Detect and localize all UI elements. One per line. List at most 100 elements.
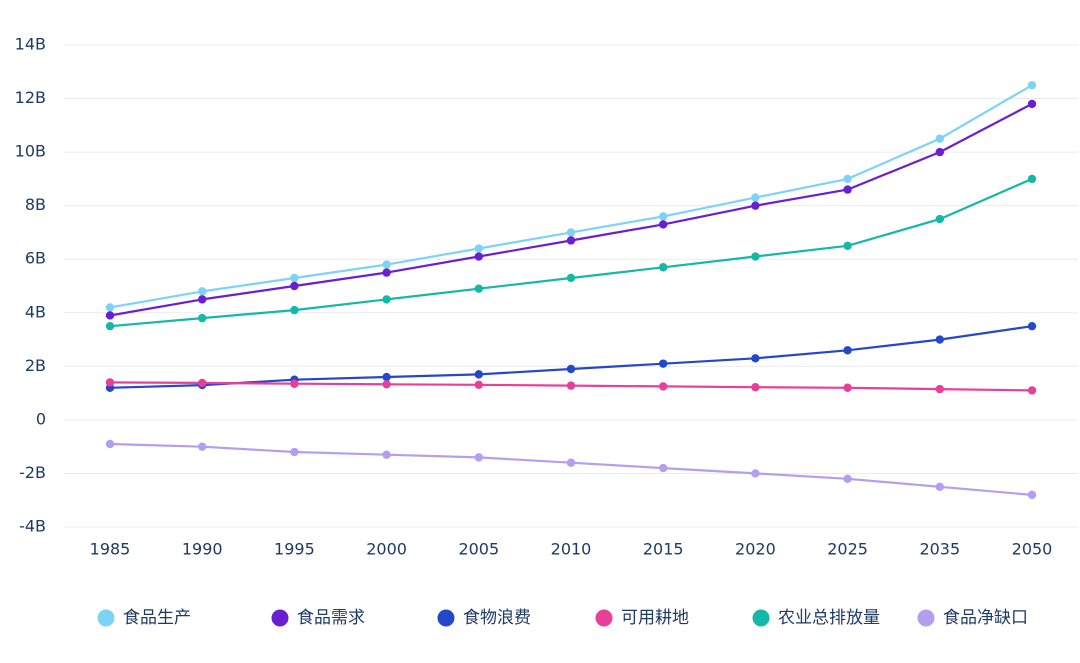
legend-item[interactable]: 食品净缺口 (917, 608, 1029, 628)
series (105, 99, 1037, 320)
data-point[interactable] (843, 346, 852, 355)
data-point[interactable] (1027, 99, 1037, 109)
x-tick-label: 2020 (735, 540, 776, 559)
data-point[interactable] (382, 295, 391, 304)
y-tick-label: -4B (19, 517, 46, 536)
data-point[interactable] (290, 305, 299, 315)
series-line (108, 442, 1034, 496)
legend-label: 食品净缺口 (943, 608, 1028, 628)
data-point[interactable] (382, 268, 391, 277)
data-point[interactable] (935, 134, 944, 143)
data-point[interactable] (105, 303, 115, 312)
data-point[interactable] (935, 482, 944, 492)
data-point[interactable] (1027, 80, 1037, 90)
data-point[interactable] (751, 469, 760, 478)
data-point[interactable] (290, 273, 299, 283)
data-point[interactable] (659, 382, 668, 391)
x-tick-label: 2025 (827, 540, 868, 559)
y-axis-tick-labels: -4B -2B 0 2B 4B 6B 8B 10B 12B 14B (15, 35, 46, 536)
data-point[interactable] (198, 287, 207, 296)
data-point[interactable] (751, 193, 760, 202)
data-point[interactable] (566, 228, 576, 237)
data-point[interactable] (566, 273, 576, 283)
data-point[interactable] (1027, 174, 1037, 184)
data-point[interactable] (843, 241, 852, 251)
y-tick-label: 10B (15, 142, 46, 161)
data-point[interactable] (474, 244, 483, 253)
data-point[interactable] (382, 372, 391, 382)
legend-item[interactable]: 食品生产 (97, 608, 192, 628)
series (105, 174, 1037, 331)
series-line (108, 325, 1034, 389)
legend-label: 食品需求 (297, 608, 365, 628)
data-point[interactable] (843, 474, 852, 483)
x-tick-label: 1985 (90, 540, 131, 559)
grid-layer (64, 44, 1078, 528)
y-tick-label: 12B (15, 88, 46, 107)
data-point[interactable] (935, 147, 944, 157)
data-point[interactable] (659, 212, 668, 221)
y-tick-label: 4B (25, 302, 46, 321)
data-point[interactable] (566, 364, 576, 374)
data-point[interactable] (659, 463, 668, 473)
data-point[interactable] (474, 284, 483, 293)
x-tick-label: 2015 (643, 540, 684, 559)
data-point[interactable] (566, 458, 576, 467)
data-point[interactable] (382, 380, 391, 389)
data-point[interactable] (566, 381, 576, 390)
data-point[interactable] (474, 380, 483, 390)
data-point[interactable] (751, 383, 760, 392)
data-point[interactable] (474, 453, 483, 462)
data-point[interactable] (198, 313, 207, 323)
data-point[interactable] (843, 174, 852, 184)
series-layer (105, 80, 1037, 500)
data-point[interactable] (659, 359, 668, 368)
data-point[interactable] (1027, 386, 1037, 395)
legend-item[interactable]: 食物浪费 (437, 608, 532, 628)
data-point[interactable] (659, 220, 668, 229)
legend-item[interactable]: 食品需求 (271, 608, 366, 628)
data-point[interactable] (198, 378, 207, 388)
x-tick-label: 2050 (1012, 540, 1053, 559)
data-point[interactable] (474, 252, 483, 261)
data-point[interactable] (843, 383, 852, 392)
data-point[interactable] (382, 450, 391, 459)
data-point[interactable] (290, 281, 299, 291)
data-point[interactable] (1027, 490, 1037, 500)
data-point[interactable] (566, 236, 576, 245)
data-point[interactable] (105, 378, 115, 387)
data-point[interactable] (843, 185, 852, 194)
data-point[interactable] (659, 263, 668, 272)
legend-swatch (271, 609, 289, 627)
data-point[interactable] (382, 260, 391, 269)
data-point[interactable] (474, 370, 483, 379)
data-point[interactable] (751, 354, 760, 363)
data-point[interactable] (198, 295, 207, 304)
data-point[interactable] (105, 311, 115, 320)
series (105, 439, 1037, 500)
x-tick-label: 2035 (919, 540, 960, 559)
y-tick-label: 6B (25, 249, 46, 268)
legend-item[interactable]: 可用耕地 (595, 608, 690, 628)
data-point[interactable] (198, 442, 207, 451)
x-tick-label: 1990 (182, 540, 223, 559)
data-point[interactable] (751, 252, 760, 261)
data-point[interactable] (105, 321, 115, 331)
y-tick-label: 0 (36, 409, 46, 428)
y-tick-label: 8B (25, 195, 46, 214)
series (105, 80, 1037, 312)
legend-label: 食物浪费 (463, 608, 531, 628)
data-point[interactable] (105, 439, 115, 449)
data-point[interactable] (935, 335, 944, 344)
legend-item[interactable]: 农业总排放量 (752, 608, 881, 628)
y-tick-label: 14B (15, 35, 46, 54)
legend-swatch (752, 609, 770, 627)
data-point[interactable] (935, 384, 944, 394)
data-point[interactable] (751, 201, 760, 210)
series-line (108, 177, 1034, 328)
x-tick-label: 2010 (551, 540, 592, 559)
data-point[interactable] (935, 214, 944, 224)
data-point[interactable] (290, 447, 299, 457)
data-point[interactable] (1027, 321, 1037, 331)
data-point[interactable] (290, 379, 299, 388)
